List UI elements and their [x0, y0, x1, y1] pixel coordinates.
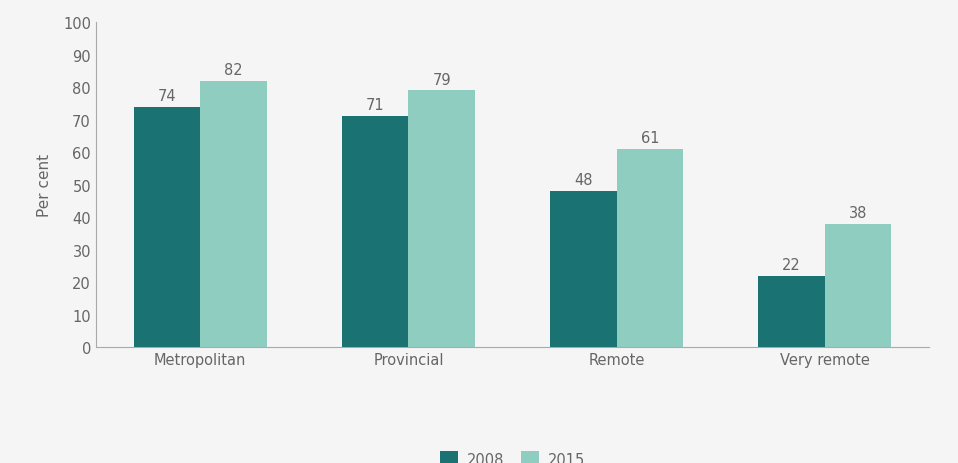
Bar — [200, 81, 267, 347]
Bar — [617, 150, 683, 347]
Legend: 2008, 2015: 2008, 2015 — [434, 445, 591, 463]
Text: 22: 22 — [782, 257, 801, 272]
Y-axis label: Per cent: Per cent — [36, 154, 52, 217]
Bar — [134, 107, 200, 347]
Bar — [825, 224, 891, 347]
Text: 48: 48 — [574, 173, 593, 188]
Text: 71: 71 — [366, 98, 384, 113]
Text: 74: 74 — [158, 88, 176, 104]
Bar — [550, 192, 617, 347]
Text: 79: 79 — [432, 72, 451, 88]
Bar — [408, 91, 475, 347]
Text: 61: 61 — [641, 131, 659, 146]
Text: 38: 38 — [849, 205, 867, 220]
Bar — [342, 117, 408, 347]
Bar — [758, 276, 825, 347]
Text: 82: 82 — [224, 63, 243, 78]
